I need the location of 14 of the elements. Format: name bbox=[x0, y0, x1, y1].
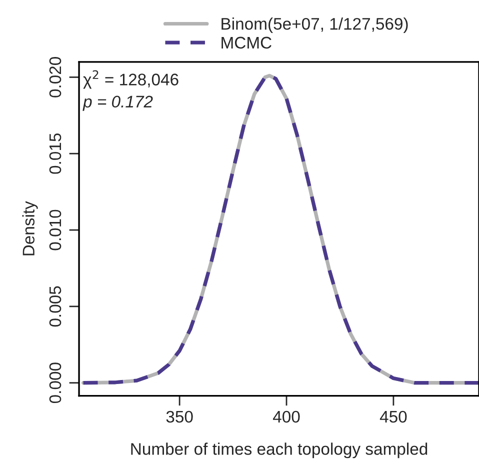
annotation: p = 0.172 bbox=[82, 96, 153, 111]
x-tick-label: 450 bbox=[380, 410, 407, 423]
legend-label: MCMC bbox=[222, 36, 272, 49]
legend-label: Binom(5e+07, 1/127,569) bbox=[222, 18, 408, 34]
x-axis-title: Number of times each topology sampled bbox=[131, 442, 428, 458]
y-tick-label: 0.000 bbox=[49, 362, 62, 404]
x-tick-label: 350 bbox=[166, 410, 193, 423]
annotation: χ$^{2}$ = 128,046 bbox=[83, 70, 178, 89]
y-tick-label: 0.010 bbox=[49, 210, 62, 250]
y-tick-label: 0.015 bbox=[49, 133, 62, 174]
y-tick-label: 0.020 bbox=[49, 56, 62, 98]
y-axis-title: Density bbox=[22, 201, 38, 256]
y-tick-label: 0.005 bbox=[49, 286, 62, 327]
x-tick-label: 400 bbox=[272, 410, 300, 423]
